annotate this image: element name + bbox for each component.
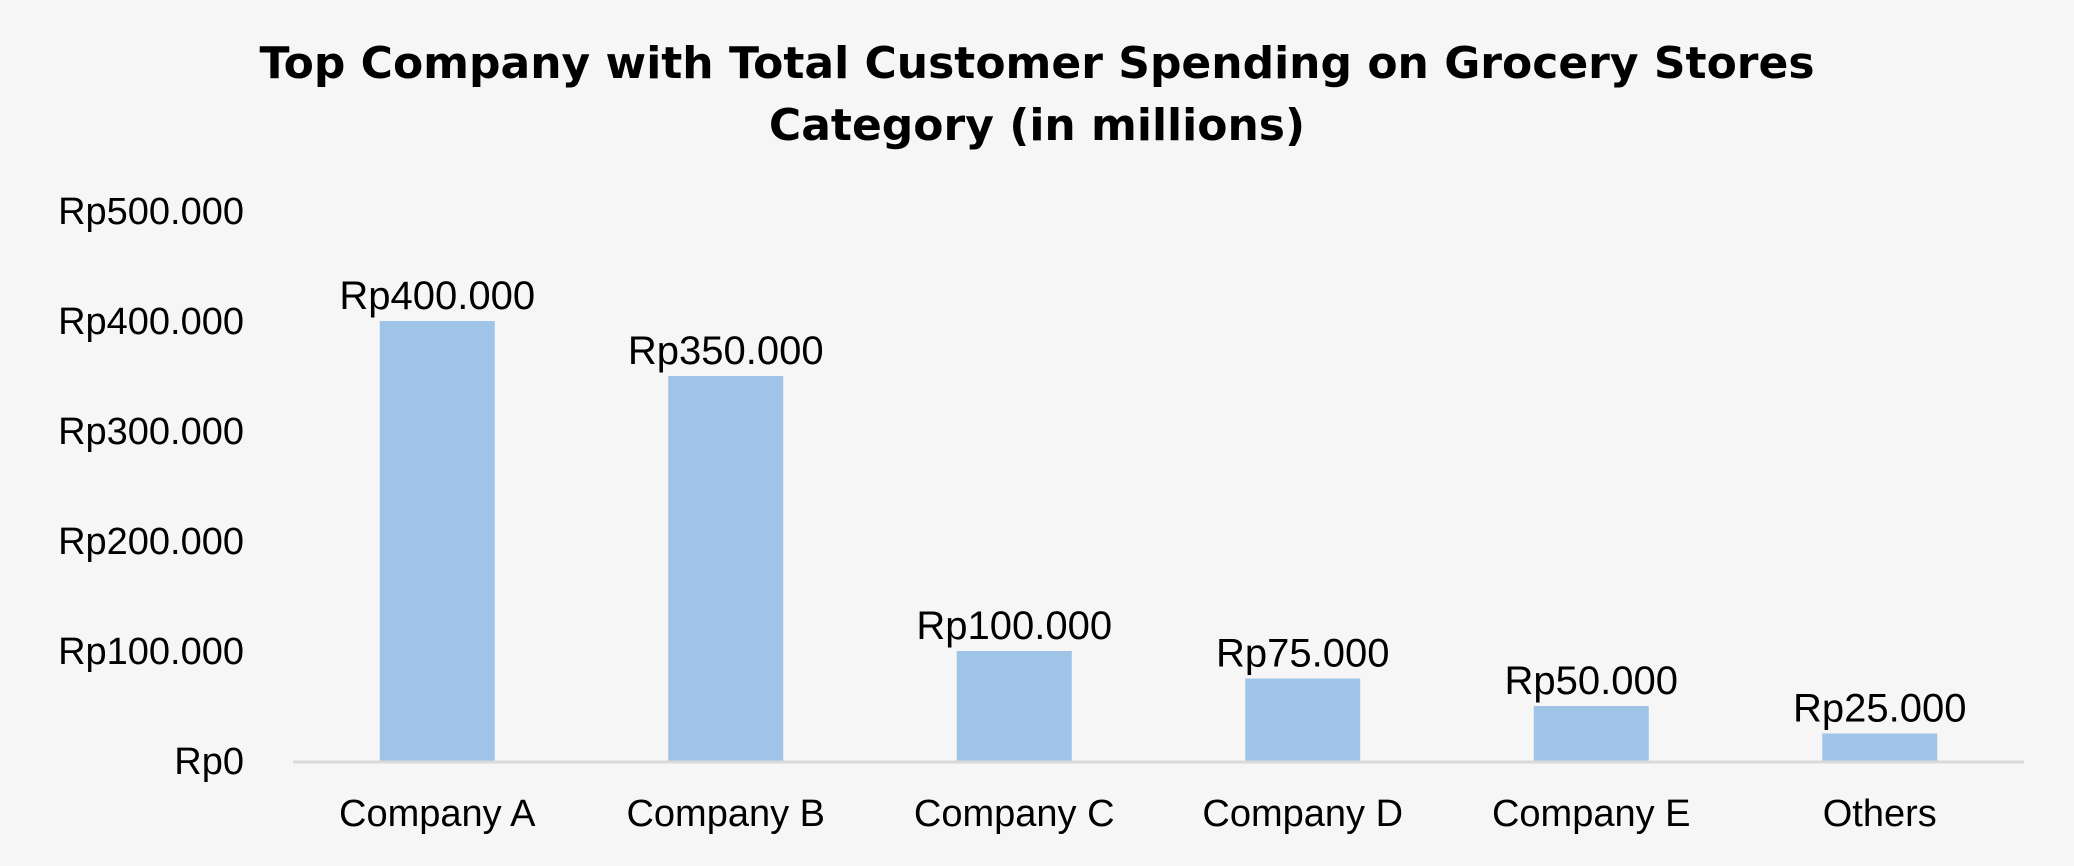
data-label: Rp75.000: [1216, 632, 1389, 676]
y-tick-label: Rp0: [174, 741, 244, 783]
data-label: Rp50.000: [1505, 659, 1678, 703]
x-category-label: Company E: [1492, 793, 1691, 835]
chart-title-line-2: Category (in millions): [768, 100, 1306, 151]
x-category-label: Company A: [339, 793, 536, 835]
chart-title-line-1: Top Company with Total Customer Spending…: [259, 38, 1815, 89]
data-label: Rp25.000: [1793, 687, 1966, 731]
bar-2: [668, 376, 784, 761]
y-tick-label: Rp100.000: [58, 631, 244, 673]
x-category-label: Others: [1823, 793, 1937, 835]
y-tick-label: Rp300.000: [58, 411, 244, 453]
bar-4: [1245, 678, 1361, 761]
data-label: Rp100.000: [916, 604, 1112, 648]
data-label: Rp400.000: [339, 274, 535, 318]
y-tick-label: Rp400.000: [58, 301, 244, 343]
x-category-label: Company C: [914, 793, 1115, 835]
x-category-label: Company B: [626, 793, 825, 835]
x-axis: Company A Company B Company C Company D Comp…: [293, 760, 2024, 835]
bar-3: [956, 651, 1072, 761]
data-label: Rp350.000: [628, 329, 824, 373]
y-tick-label: Rp500.000: [58, 191, 244, 233]
bar-5: [1533, 706, 1649, 761]
y-tick-label: Rp200.000: [58, 521, 244, 563]
data-labels: Rp400.000 Rp350.000 Rp100.000 Rp75.000 Rp50.…: [339, 274, 1966, 731]
x-category-label: Company D: [1202, 793, 1403, 835]
bar-1: [379, 321, 495, 761]
bar-6: [1822, 733, 1938, 761]
y-axis: Rp0 Rp100.000 Rp200.000 Rp300.000 Rp400.000 R…: [58, 191, 244, 783]
bars: [379, 321, 1938, 761]
